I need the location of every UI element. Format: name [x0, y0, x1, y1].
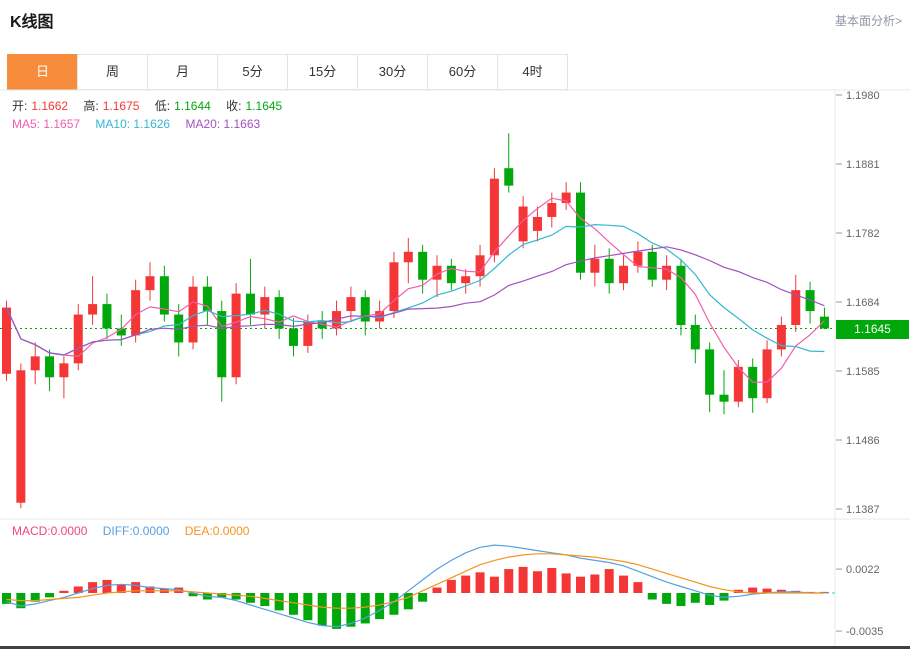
- low-label: 低:: [154, 99, 171, 113]
- tab-5min[interactable]: 5分: [217, 54, 288, 90]
- open-label: 开:: [12, 99, 28, 113]
- tab-60min[interactable]: 60分: [427, 54, 498, 90]
- high-label: 高:: [83, 99, 99, 113]
- high-value: 1.1675: [102, 99, 140, 113]
- svg-text:1.1782: 1.1782: [846, 228, 880, 240]
- tab-day[interactable]: 日: [7, 54, 78, 90]
- ma20-value: MA20: 1.1663: [185, 117, 261, 131]
- period-tabs: 日 周 月 5分 15分 30分 60分 4时: [7, 54, 568, 90]
- macd-value: MACD:0.0000: [12, 524, 88, 538]
- ohlc-readout: 开: 1.1662 高: 1.1675 低: 1.1644 收: 1.1645: [12, 97, 294, 114]
- close-label: 收:: [226, 99, 242, 113]
- svg-text:0.0022: 0.0022: [846, 564, 880, 576]
- svg-text:1.1585: 1.1585: [846, 366, 880, 378]
- ma5-value: MA5: 1.1657: [12, 117, 81, 131]
- svg-text:1.1980: 1.1980: [846, 90, 880, 102]
- tab-4hour[interactable]: 4时: [497, 54, 568, 90]
- macd-readout: MACD:0.0000 DIFF:0.0000 DEA:0.0000: [12, 524, 261, 538]
- low-value: 1.1644: [174, 99, 211, 113]
- svg-text:-0.0035: -0.0035: [846, 626, 883, 638]
- svg-text:1.1387: 1.1387: [846, 504, 880, 516]
- svg-text:1.1684: 1.1684: [846, 297, 880, 309]
- tab-15min[interactable]: 15分: [287, 54, 358, 90]
- fundamental-analysis-link[interactable]: 基本面分析>: [834, 14, 902, 28]
- tab-week[interactable]: 周: [77, 54, 148, 90]
- svg-text:1.1486: 1.1486: [846, 435, 880, 447]
- close-value: 1.1645: [245, 99, 283, 113]
- ma-readout: MA5: 1.1657 MA10: 1.1626 MA20: 1.1663: [12, 117, 272, 131]
- tab-30min[interactable]: 30分: [357, 54, 428, 90]
- current-price-badge: 1.1645: [836, 320, 909, 339]
- page-title: K线图: [10, 14, 54, 31]
- diff-value: DIFF:0.0000: [102, 524, 170, 538]
- open-value: 1.1662: [31, 99, 69, 113]
- tab-month[interactable]: 月: [147, 54, 218, 90]
- svg-text:1.1881: 1.1881: [846, 159, 880, 171]
- dea-value: DEA:0.0000: [184, 524, 250, 538]
- ma10-value: MA10: 1.1626: [95, 117, 171, 131]
